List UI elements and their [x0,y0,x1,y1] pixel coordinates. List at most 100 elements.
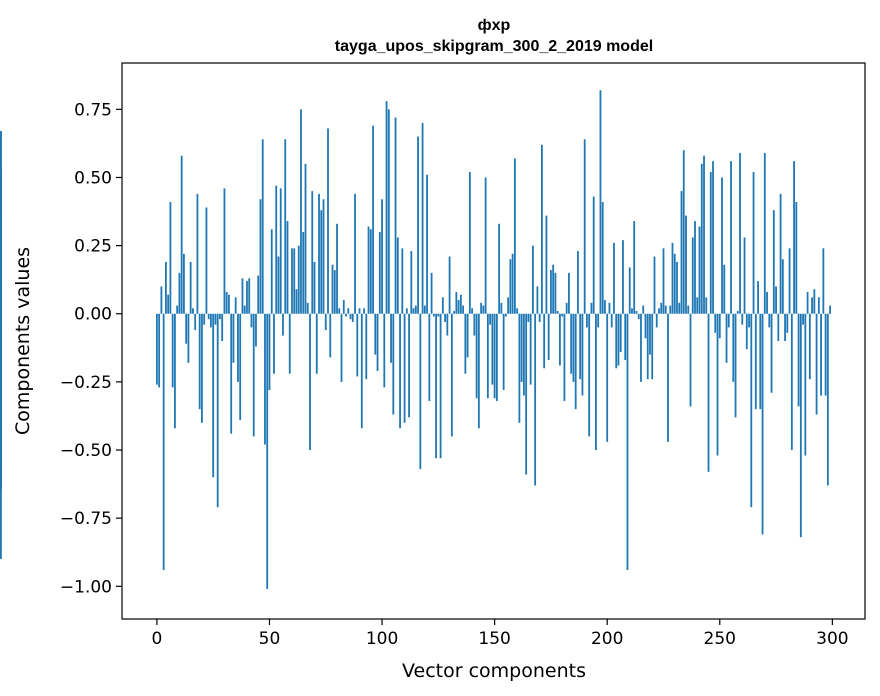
bar-50 [268,313,271,391]
bar-246 [709,172,712,314]
bar-213 [635,311,638,314]
bar-126 [439,313,442,459]
bar-174 [547,313,550,361]
bar-73 [320,210,323,314]
bar-172 [543,313,546,369]
bar-81 [338,308,341,314]
bar-257 [734,313,737,418]
bar-10 [178,272,181,314]
bar-182 [565,302,568,314]
bar-29 [221,313,224,341]
bar-52 [273,313,275,374]
x-tick-label: 300 [816,629,848,649]
bar-212 [633,221,636,314]
bar-181 [563,313,566,401]
bar-241 [698,226,701,314]
bar-269 [761,313,764,535]
bar-293 [815,313,818,415]
bar-294 [817,297,820,314]
bar-235 [685,215,687,314]
bar-231 [676,261,678,314]
bar-151 [495,313,498,401]
bar-265 [752,172,755,314]
bar-70 [313,261,316,314]
bar-77 [329,313,332,358]
bar-278 [781,259,784,314]
x-axis-ticks: 0 50 100 150 200 250 300 [151,619,849,649]
bar-93 [365,313,368,380]
bar-110 [403,313,406,423]
bar-56 [282,313,284,336]
bar-183 [568,272,570,314]
bar-153 [500,302,503,314]
bar-217 [644,313,647,339]
bar-254 [727,313,730,328]
bar-186 [574,313,577,410]
bar-55 [279,188,282,314]
bar-280 [786,313,789,333]
x-tick-label: 50 [259,629,281,649]
bar-42 [250,313,253,328]
bar-37 [239,313,242,421]
bar-64 [300,109,302,314]
bar-115 [414,305,417,314]
bar-117 [419,313,422,470]
bar-101 [383,313,386,388]
bar-285 [797,313,800,407]
bar-286 [799,313,802,538]
bar-46 [259,199,262,314]
bar-224 [660,302,663,314]
bar-189 [581,313,584,396]
bar-129 [446,313,449,336]
bar-156 [507,297,510,314]
bar-199 [604,300,606,314]
bar-170 [538,313,541,322]
bar-14 [187,313,190,363]
bar-147 [486,313,489,399]
bar-260 [741,313,744,325]
bar-40 [246,281,248,314]
chart-subtitle: tayga_upos_skipgram_300_2_2019 model [335,38,653,55]
bar-180 [561,313,564,317]
bar-undefined [0,221,2,314]
bar-61 [293,248,296,314]
bar-90 [358,308,361,314]
bar-296 [822,248,825,314]
bar-275 [775,286,777,314]
bar-119 [423,305,426,314]
bar-140 [471,308,474,314]
bar-62 [295,289,298,314]
bar-245 [707,313,710,472]
bar-179 [559,313,561,366]
x-tick-label: 0 [151,629,162,649]
x-tick-label: 200 [591,629,623,649]
bar-299 [829,305,831,314]
y-tick-label: 0.00 [74,305,112,325]
bar-165 [527,313,530,322]
y-axis-label: Components values [12,247,34,435]
bar-58 [286,221,289,314]
chart-title: фхр [478,17,511,34]
bar-208 [624,313,627,361]
x-tick-label: 150 [478,629,510,649]
bar-23 [207,313,210,320]
bar-247 [712,161,714,314]
bar-99 [378,231,381,314]
bar-250 [718,313,721,339]
bar-290 [808,313,811,380]
bar-258 [736,311,739,314]
bar-218 [646,313,649,380]
bar-166 [529,313,532,385]
bar-173 [545,215,548,314]
bar-120 [426,174,428,314]
bar-211 [631,308,633,314]
bar-274 [772,210,775,314]
bar-230 [673,253,676,314]
bar-88 [354,193,356,314]
bar-39 [243,305,246,314]
bar-118 [421,122,424,314]
bar-205 [617,313,620,366]
bar-135 [459,294,462,314]
bar-225 [662,248,665,314]
y-tick-label: −0.75 [60,509,112,529]
